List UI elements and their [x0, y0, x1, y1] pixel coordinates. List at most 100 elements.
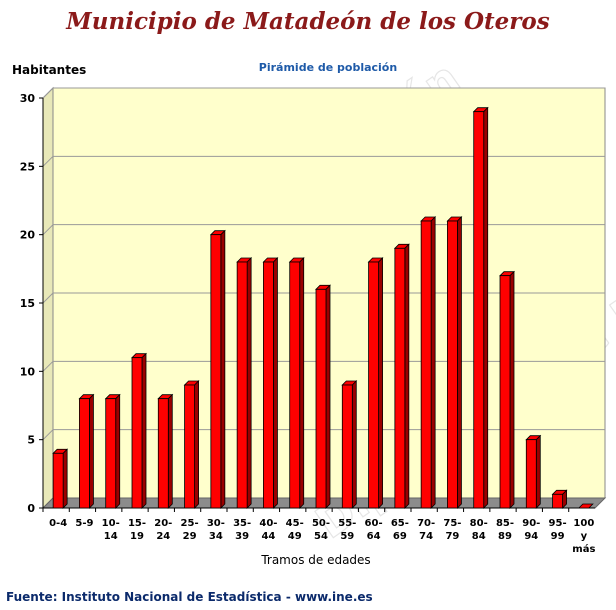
x-tick-label: 10-14	[102, 518, 120, 542]
bar-front	[105, 398, 117, 509]
x-tick-label: 35-39	[233, 518, 251, 542]
gridline-side	[42, 360, 54, 372]
bar-front	[552, 493, 563, 509]
y-tick-label: 10	[20, 365, 36, 378]
y-tick-labels: 0 5 10 15 20 25 30	[20, 92, 36, 515]
bar	[420, 216, 437, 509]
bar	[577, 503, 594, 509]
y-tick-label: 20	[20, 229, 36, 242]
bar	[104, 393, 121, 509]
bar-side	[167, 393, 173, 509]
chart-title: Pirámide de población	[258, 61, 398, 74]
bar-front	[368, 261, 379, 509]
bar-front	[394, 247, 406, 509]
bar-front	[236, 261, 248, 509]
bar-front	[473, 111, 485, 509]
bar-front	[420, 220, 432, 509]
y-tick-label: 30	[20, 92, 36, 105]
bar-side	[351, 380, 357, 509]
bar-side	[404, 243, 410, 509]
bar-side	[89, 393, 94, 509]
bar-side	[430, 216, 436, 509]
y-tick-label: 5	[27, 434, 35, 447]
x-tick-label: 25-29	[181, 518, 199, 542]
bar-front	[499, 275, 511, 509]
bar	[236, 257, 253, 509]
bar-top	[577, 503, 594, 509]
bar	[315, 284, 331, 509]
bar	[209, 229, 226, 509]
x-tick-label: 55-59	[338, 518, 356, 542]
x-tick-label: 0-4	[49, 518, 67, 529]
bar-side	[457, 216, 462, 509]
x-tick-labels: 0-4 5-9 10-14 15-19 20-24 25-29 30-34 35-39 40-4…	[49, 518, 595, 555]
bar-front	[157, 398, 169, 509]
bar-side	[325, 284, 331, 509]
bar-side	[194, 380, 199, 509]
y-axis-label: Habitantes	[12, 63, 87, 77]
bar-side	[299, 257, 305, 509]
x-tick-label: 40-44	[259, 518, 277, 542]
page-title: Municipio de Matadeón de los Oteros	[66, 8, 550, 35]
bar-front	[289, 261, 301, 509]
x-tick-label: 50-54	[312, 518, 330, 542]
bar	[157, 393, 174, 509]
bar	[341, 380, 358, 509]
x-tick-label: 60-64	[365, 518, 383, 542]
bar	[367, 257, 384, 509]
bar	[499, 270, 515, 509]
bar-side	[273, 257, 278, 509]
x-tick-label: 20-24	[154, 518, 172, 542]
bar-side	[141, 352, 147, 509]
bar-side	[220, 229, 226, 509]
y-tick-label: 0	[27, 502, 35, 515]
x-tick-label: 30-34	[207, 518, 225, 542]
bar-side	[378, 257, 383, 509]
source-note: Fuente: Instituto Nacional de Estadístic…	[6, 590, 373, 604]
x-tick-label: 75-79	[443, 518, 461, 542]
x-tick-label: 85-89	[496, 518, 514, 542]
bar-front	[341, 384, 353, 509]
x-tick-label: 90-94	[522, 518, 540, 542]
bar-front	[315, 288, 327, 509]
x-tick-label: 45-49	[286, 518, 304, 542]
bar-front	[210, 234, 222, 509]
x-tick-label: 65-69	[391, 518, 409, 542]
bar-front	[79, 398, 90, 509]
gridline-side	[42, 155, 54, 167]
gridline-side	[42, 224, 54, 236]
y-tick-label: 25	[20, 160, 35, 173]
bar	[131, 352, 147, 509]
bar-side	[483, 106, 489, 509]
bar-front	[131, 357, 143, 509]
bar-side	[535, 434, 541, 509]
bar-front	[447, 220, 458, 509]
bar	[525, 434, 542, 509]
bar	[52, 448, 69, 509]
bar	[183, 380, 200, 509]
bar	[551, 489, 568, 509]
bar-side	[246, 257, 252, 509]
bars	[52, 106, 594, 509]
bar	[78, 393, 95, 509]
x-tick-label: 5-9	[75, 518, 93, 529]
gridline-side	[42, 87, 54, 99]
bar-front	[525, 439, 537, 509]
gridline-side	[42, 429, 54, 441]
x-tick-label: 100 y más	[572, 518, 595, 555]
bar	[446, 216, 463, 509]
x-axis-label: Tramos de edades	[260, 553, 370, 567]
bar	[393, 243, 410, 509]
bar-side	[115, 393, 121, 509]
x-tick-label: 80-84	[470, 518, 488, 542]
bar-side	[62, 448, 68, 509]
y-tick-label: 15	[20, 297, 35, 310]
gridline-side	[42, 292, 54, 304]
bar-front	[263, 261, 274, 509]
bar	[472, 106, 489, 509]
bar	[262, 257, 279, 509]
x-tick-label: 95-99	[549, 518, 567, 542]
x-tick-label: 70-74	[417, 518, 435, 542]
x-tick-label: 15-19	[128, 518, 146, 542]
